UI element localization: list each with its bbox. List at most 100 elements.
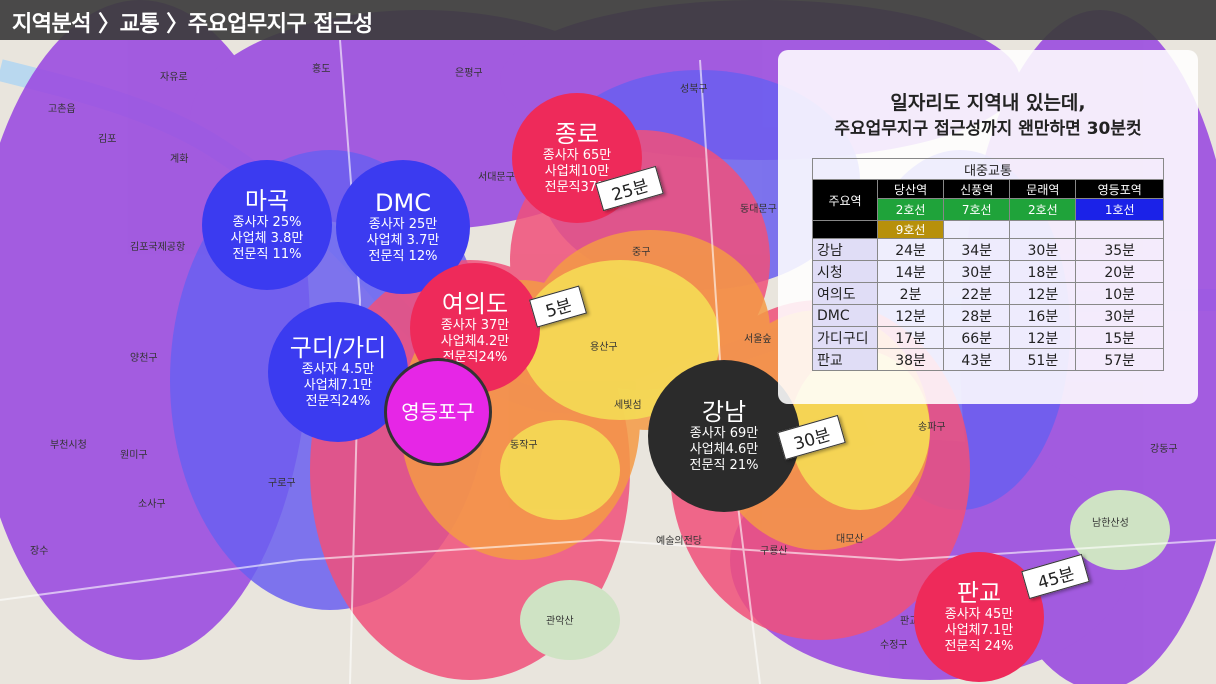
hub-stat: 사업체 3.8만: [230, 231, 304, 246]
time-cell: 24분: [876, 238, 945, 261]
dest-name: 판교: [812, 348, 878, 371]
line-badge: 2호선: [876, 198, 945, 221]
map-label: 장수: [30, 546, 49, 557]
hub-stat: 종사자 25만: [368, 217, 438, 232]
hub-name: 여의도: [441, 290, 509, 318]
map-label: 남한산성: [1092, 518, 1129, 529]
dest-name: DMC: [812, 304, 878, 327]
time-cell: 14분: [876, 260, 945, 283]
hub-stat: 사업체 3.7만: [366, 233, 440, 248]
table-row: 시청 14분 30분 18분 20분: [812, 260, 1164, 283]
line-row-2: 9호선: [812, 220, 1164, 239]
time-cell: 10분: [1075, 282, 1164, 305]
time-cell: 12분: [1009, 282, 1077, 305]
hub-guro[interactable]: 구디/가디 종사자 4.5만 사업체7.1만 전문직24%: [268, 302, 408, 442]
time-cell: 15분: [1075, 326, 1164, 349]
line-badge: 7호선: [943, 198, 1011, 221]
hub-gangnam[interactable]: 강남 종사자 69만 사업체4.6만 전문직 21%: [648, 360, 800, 512]
hub-name: 영등포구: [401, 400, 475, 424]
table-title: 대중교통: [812, 158, 1164, 180]
map-label: 원미구: [120, 450, 148, 461]
time-cell: 30분: [1075, 304, 1164, 327]
hub-stat: 전문직 11%: [232, 247, 302, 262]
dest-name: 여의도: [812, 282, 878, 305]
map-label: 구룡산: [760, 546, 788, 557]
time-cell: 20분: [1075, 260, 1164, 283]
hub-stat: 종사자 65만: [542, 148, 612, 163]
map-label: 수정구: [880, 640, 908, 651]
hub-stat: 종사자 4.5만: [301, 362, 375, 377]
time-cell: 30분: [1009, 238, 1077, 261]
hub-stat: 사업체4.2만: [440, 334, 510, 349]
hub-name: 마곡: [244, 187, 290, 215]
time-cell: 43분: [943, 348, 1011, 371]
map-label: 은평구: [455, 68, 483, 79]
hub-stat: 전문직 12%: [368, 249, 438, 264]
time-cell: 35분: [1075, 238, 1164, 261]
commute-panel: 일자리도 지역내 있는데, 주요업무지구 접근성까지 왠만하면 30분컷 대중교…: [778, 50, 1198, 404]
hub-stat: 사업체7.1만: [944, 623, 1014, 638]
map-label: 자유로: [160, 72, 188, 83]
map-label: 고촌읍: [48, 104, 76, 115]
time-cell: 66분: [943, 326, 1011, 349]
hub-stat: 전문직 21%: [689, 458, 759, 473]
time-cell: 34분: [943, 238, 1011, 261]
map-label: 구로구: [268, 478, 296, 489]
line-row: 2호선 7호선 2호선 1호선: [813, 198, 1164, 221]
breadcrumb: 지역분석 〉교통 〉주요업무지구 접근성: [12, 12, 373, 37]
map-label: 송파구: [918, 422, 946, 433]
hub-name: 판교: [956, 579, 1002, 607]
map-label: 중구: [632, 247, 651, 258]
commute-table: 대중교통 주요역 당산역 신풍역 문래역 영등포역 2호선 7호선 2호선 1호…: [812, 158, 1164, 371]
map-label: 양천구: [130, 353, 158, 364]
time-cell: 28분: [943, 304, 1011, 327]
hub-stat: 종사자 69만: [689, 426, 759, 441]
map-label: 판교: [900, 616, 919, 627]
hub-jongro[interactable]: 종로 종사자 65만 사업체10만 전문직37%: [512, 93, 642, 223]
hub-stat: 사업체7.1만: [303, 378, 373, 393]
table-row: 여의도 2분 22분 12분 10분: [812, 282, 1164, 305]
hub-name: 구디/가디: [289, 334, 387, 362]
station-name: 문래역: [1009, 179, 1077, 199]
table-row: DMC 12분 28분 16분 30분: [812, 304, 1164, 327]
hub-stat: 사업체4.6만: [689, 442, 759, 457]
panel-title-line2: 주요업무지구 접근성까지 왠만하면 30분컷: [834, 119, 1142, 139]
dest-name: 강남: [812, 238, 878, 261]
line-badge: 1호선: [1075, 198, 1164, 221]
hub-magok[interactable]: 마곡 종사자 25% 사업체 3.8만 전문직 11%: [202, 160, 332, 290]
time-cell: 17분: [876, 326, 945, 349]
dest-name: 시청: [812, 260, 878, 283]
hub-name: 종로: [554, 120, 600, 148]
map-label: 홍도: [312, 64, 331, 75]
time-cell: 57분: [1075, 348, 1164, 371]
map-label: 서대문구: [478, 172, 515, 183]
time-cell: 16분: [1009, 304, 1077, 327]
table-row: 가디구디 17분 66분 12분 15분: [812, 326, 1164, 349]
map-label: 동작구: [510, 440, 538, 451]
dest-name: 가디구디: [812, 326, 878, 349]
hub-stat: 전문직37%: [544, 180, 610, 195]
map-label: 동대문구: [740, 204, 777, 215]
map-label: 김포: [98, 134, 117, 145]
time-cell: 2분: [876, 282, 945, 305]
hub-stat: 종사자 37만: [440, 318, 510, 333]
station-name: 신풍역: [943, 179, 1011, 199]
hub-stat: 사업체10만: [544, 164, 610, 179]
map-label: 용산구: [590, 342, 618, 353]
map-label: 서울숲: [744, 334, 772, 345]
map-label: 계화: [170, 154, 189, 165]
map-label: 관악산: [546, 616, 574, 627]
time-cell: 30분: [943, 260, 1011, 283]
hub-yeongdeungpo[interactable]: 영등포구: [384, 358, 492, 466]
hub-stat: 전문직24%: [305, 394, 371, 409]
time-cell: 12분: [1009, 326, 1077, 349]
time-cell: 12분: [876, 304, 945, 327]
line-badge: 9호선: [876, 220, 945, 239]
map-label: 세빛섬: [614, 400, 642, 411]
panel-title-line1: 일자리도 지역내 있는데,: [890, 92, 1086, 114]
table-header-row: 주요역 당산역 신풍역 문래역 영등포역: [812, 179, 1164, 221]
table-title-row: 대중교통: [812, 158, 1164, 180]
map-label: 대모산: [836, 534, 864, 545]
station-name: 당산역: [876, 179, 945, 199]
table-row: 판교 38분 43분 51분 57분: [812, 348, 1164, 371]
